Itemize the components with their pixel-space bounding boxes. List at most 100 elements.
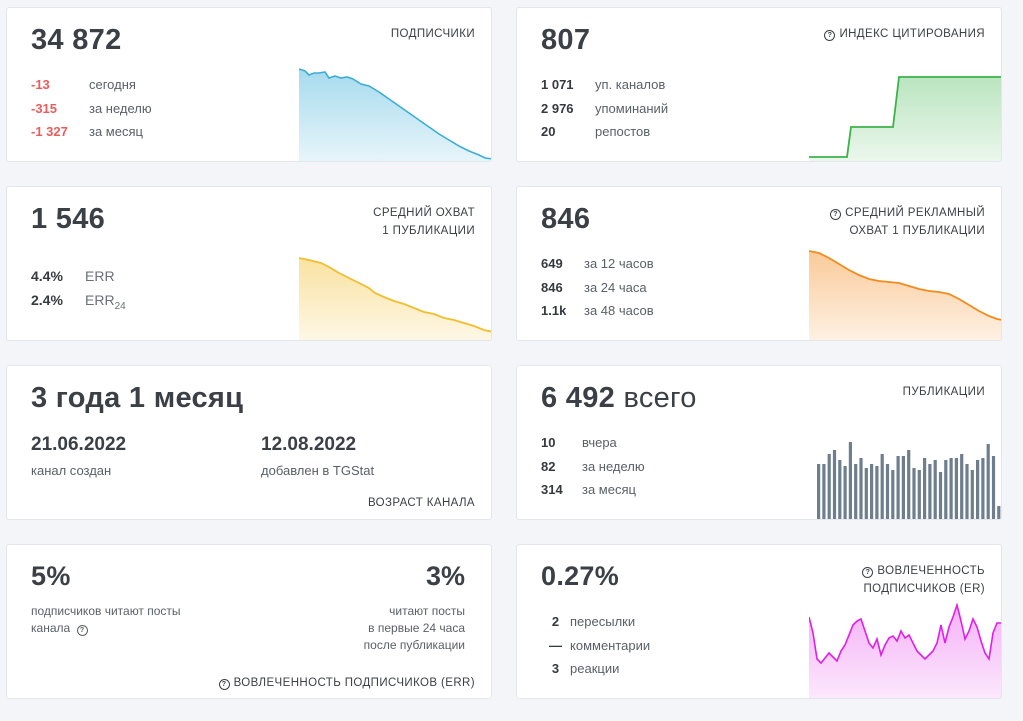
er-title-text: ВОВЛЕЧЕННОСТЬ bbox=[877, 565, 985, 577]
publications-value: 6 492 всего bbox=[541, 382, 697, 415]
publications-bar bbox=[832, 450, 837, 519]
er-card[interactable]: 0.27% ? ВОВЛЕЧЕННОСТЬ ПОДПИСЧИКОВ (ER) 2 пе… bbox=[516, 544, 1002, 699]
stat-value: -13 bbox=[31, 77, 50, 92]
err-right-value: 3% bbox=[425, 561, 465, 591]
citation-title[interactable]: ? ИНДЕКС ЦИТИРОВАНИЯ bbox=[824, 25, 985, 43]
subscribers-card[interactable]: 34 872 ПОДПИСЧИКИ -13 сегодня -315 за неде… bbox=[6, 7, 492, 162]
stat-row: — комментарии bbox=[541, 634, 650, 658]
stat-label: репостов bbox=[595, 124, 651, 139]
ad-reach-sparkline bbox=[809, 250, 1001, 340]
er-stats: 2 пересылки — комментарии 3 реакции bbox=[541, 610, 650, 681]
stat-row: 20 репостов bbox=[541, 120, 668, 144]
stat-value: 4.4% bbox=[31, 268, 63, 284]
reach-title-line: СРЕДНИЙ ОХВАТ bbox=[373, 207, 475, 219]
ad-reach-card[interactable]: 846 ? СРЕДНИЙ РЕКЛАМНЫЙ ОХВАТ 1 ПУБЛИКАЦИИ… bbox=[516, 186, 1002, 341]
stat-row: -315 за неделю bbox=[31, 97, 152, 121]
publications-bar bbox=[848, 442, 852, 519]
reach-stats: 4.4% ERR 2.4% ERR24 bbox=[31, 265, 126, 318]
stat-value: 1 071 bbox=[541, 77, 574, 92]
stat-label: ERR bbox=[85, 268, 115, 284]
stat-label: за 24 часа bbox=[584, 279, 647, 295]
publications-bar bbox=[907, 450, 911, 519]
subscribers-stats: -13 сегодня -315 за неделю -1 327 за месяц bbox=[31, 73, 152, 144]
channel-age-value: 3 года 1 месяц bbox=[31, 382, 244, 414]
stat-value: 3 bbox=[551, 661, 560, 676]
publications-bar bbox=[854, 464, 858, 519]
err-right-caption-line: читают посты bbox=[389, 604, 465, 618]
stat-label-subscript: 24 bbox=[114, 300, 126, 312]
reach-sparkline bbox=[299, 257, 491, 340]
publications-bar bbox=[970, 470, 974, 519]
stat-value: 649 bbox=[541, 256, 563, 271]
err-left-value: 5% bbox=[31, 561, 71, 591]
publications-bar bbox=[997, 506, 1001, 519]
err-right-caption: читают посты в первые 24 часа после публ… bbox=[364, 603, 465, 654]
channel-age-card[interactable]: 3 года 1 месяц 21.06.2022 канал создан 1… bbox=[6, 365, 492, 520]
err-card[interactable]: 5% подписчиков читают посты канала ? 3% … bbox=[6, 544, 492, 699]
stat-value: 314 bbox=[541, 482, 563, 497]
stat-row: 649 за 12 часов bbox=[541, 252, 654, 276]
publications-stats: 10 вчера 82 за неделю 314 за месяц bbox=[541, 431, 645, 502]
stat-label: уп. каналов bbox=[595, 77, 666, 92]
publications-bar bbox=[827, 454, 831, 519]
stat-label: упоминаний bbox=[595, 100, 669, 116]
stat-value: 10 bbox=[541, 435, 556, 450]
stat-row: 1.1k за 48 часов bbox=[541, 299, 654, 323]
publications-title: ПУБЛИКАЦИИ bbox=[902, 386, 985, 398]
subscribers-value: 34 872 bbox=[31, 24, 122, 56]
stat-label: пересылки bbox=[570, 614, 636, 629]
citation-sparkline bbox=[809, 76, 1001, 161]
stat-value: 82 bbox=[541, 458, 556, 474]
stat-label: вчера bbox=[582, 435, 617, 450]
err-right-caption-line: в первые 24 часа bbox=[368, 621, 465, 635]
publications-bar bbox=[933, 460, 937, 519]
citation-title-text: ИНДЕКС ЦИТИРОВАНИЯ bbox=[839, 28, 985, 40]
citation-card[interactable]: 807 ? ИНДЕКС ЦИТИРОВАНИЯ 1 071 уп. каналов… bbox=[516, 7, 1002, 162]
publications-bar bbox=[843, 466, 847, 519]
channel-age-title: ВОЗРАСТ КАНАЛА bbox=[367, 497, 475, 509]
err-title[interactable]: ? ВОВЛЕЧЕННОСТЬ ПОДПИСЧИКОВ (ERR) bbox=[218, 674, 475, 692]
publications-bar bbox=[923, 458, 927, 519]
stat-label: реакции bbox=[570, 661, 620, 676]
publications-bar bbox=[981, 458, 985, 519]
question-icon[interactable]: ? bbox=[218, 679, 230, 690]
publications-bar bbox=[986, 444, 990, 519]
err-title-text: ВОВЛЕЧЕННОСТЬ ПОДПИСЧИКОВ (ERR) bbox=[233, 677, 475, 689]
stat-label: за неделю bbox=[89, 100, 152, 116]
added-label: добавлен в TGStat bbox=[261, 463, 375, 478]
publications-bar bbox=[870, 464, 874, 519]
stat-row: 3 реакции bbox=[541, 657, 650, 681]
er-value: 0.27% bbox=[541, 561, 620, 591]
added-date: 12.08.2022 bbox=[261, 434, 357, 455]
reach-card[interactable]: 1 546 СРЕДНИЙ ОХВАТ 1 ПУБЛИКАЦИИ 4.4% ERR … bbox=[6, 186, 492, 341]
created-date: 21.06.2022 bbox=[31, 434, 127, 455]
publications-bar bbox=[954, 458, 958, 519]
publications-bar bbox=[938, 472, 943, 519]
question-icon[interactable]: ? bbox=[76, 625, 88, 636]
stat-value: -1 327 bbox=[31, 124, 68, 139]
publications-card[interactable]: 6 492 всего ПУБЛИКАЦИИ 10 вчера 82 за неде… bbox=[516, 365, 1002, 520]
publications-bar bbox=[901, 456, 905, 519]
er-title[interactable]: ? ВОВЛЕЧЕННОСТЬ ПОДПИСЧИКОВ (ER) bbox=[862, 562, 985, 598]
citation-value: 807 bbox=[541, 24, 591, 56]
question-icon[interactable]: ? bbox=[830, 209, 842, 220]
publications-bar bbox=[891, 470, 895, 519]
stat-row: 4.4% ERR bbox=[31, 265, 126, 289]
ad-reach-title[interactable]: ? СРЕДНИЙ РЕКЛАМНЫЙ ОХВАТ 1 ПУБЛИКАЦИИ bbox=[830, 204, 985, 240]
created-label: канал создан bbox=[31, 463, 112, 478]
err-left-caption-text: канала bbox=[31, 621, 71, 635]
stat-row: 2 976 упоминаний bbox=[541, 97, 668, 121]
question-icon[interactable]: ? bbox=[862, 567, 874, 578]
stat-value: -315 bbox=[31, 100, 58, 116]
publications-bar bbox=[917, 470, 921, 519]
question-icon[interactable]: ? bbox=[824, 30, 836, 41]
citation-stats: 1 071 уп. каналов 2 976 упоминаний 20 репос… bbox=[541, 73, 668, 144]
publications-bar bbox=[965, 464, 969, 519]
stat-value: — bbox=[549, 637, 562, 653]
stat-label: комментарии bbox=[570, 637, 651, 653]
publications-bar bbox=[880, 454, 884, 519]
publications-bar bbox=[838, 460, 842, 519]
stat-value: 20 bbox=[541, 124, 556, 139]
stat-label: за месяц bbox=[89, 124, 143, 139]
ad-reach-stats: 649 за 12 часов 846 за 24 часа 1.1k за 48 ч… bbox=[541, 252, 654, 323]
